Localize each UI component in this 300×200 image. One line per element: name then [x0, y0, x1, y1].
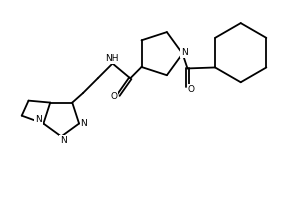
Text: N: N	[81, 119, 87, 128]
Text: N: N	[60, 136, 67, 145]
Text: N: N	[35, 115, 42, 124]
Text: NH: NH	[105, 54, 118, 63]
Text: O: O	[188, 85, 195, 94]
Text: N: N	[181, 48, 188, 57]
Text: O: O	[110, 92, 117, 101]
